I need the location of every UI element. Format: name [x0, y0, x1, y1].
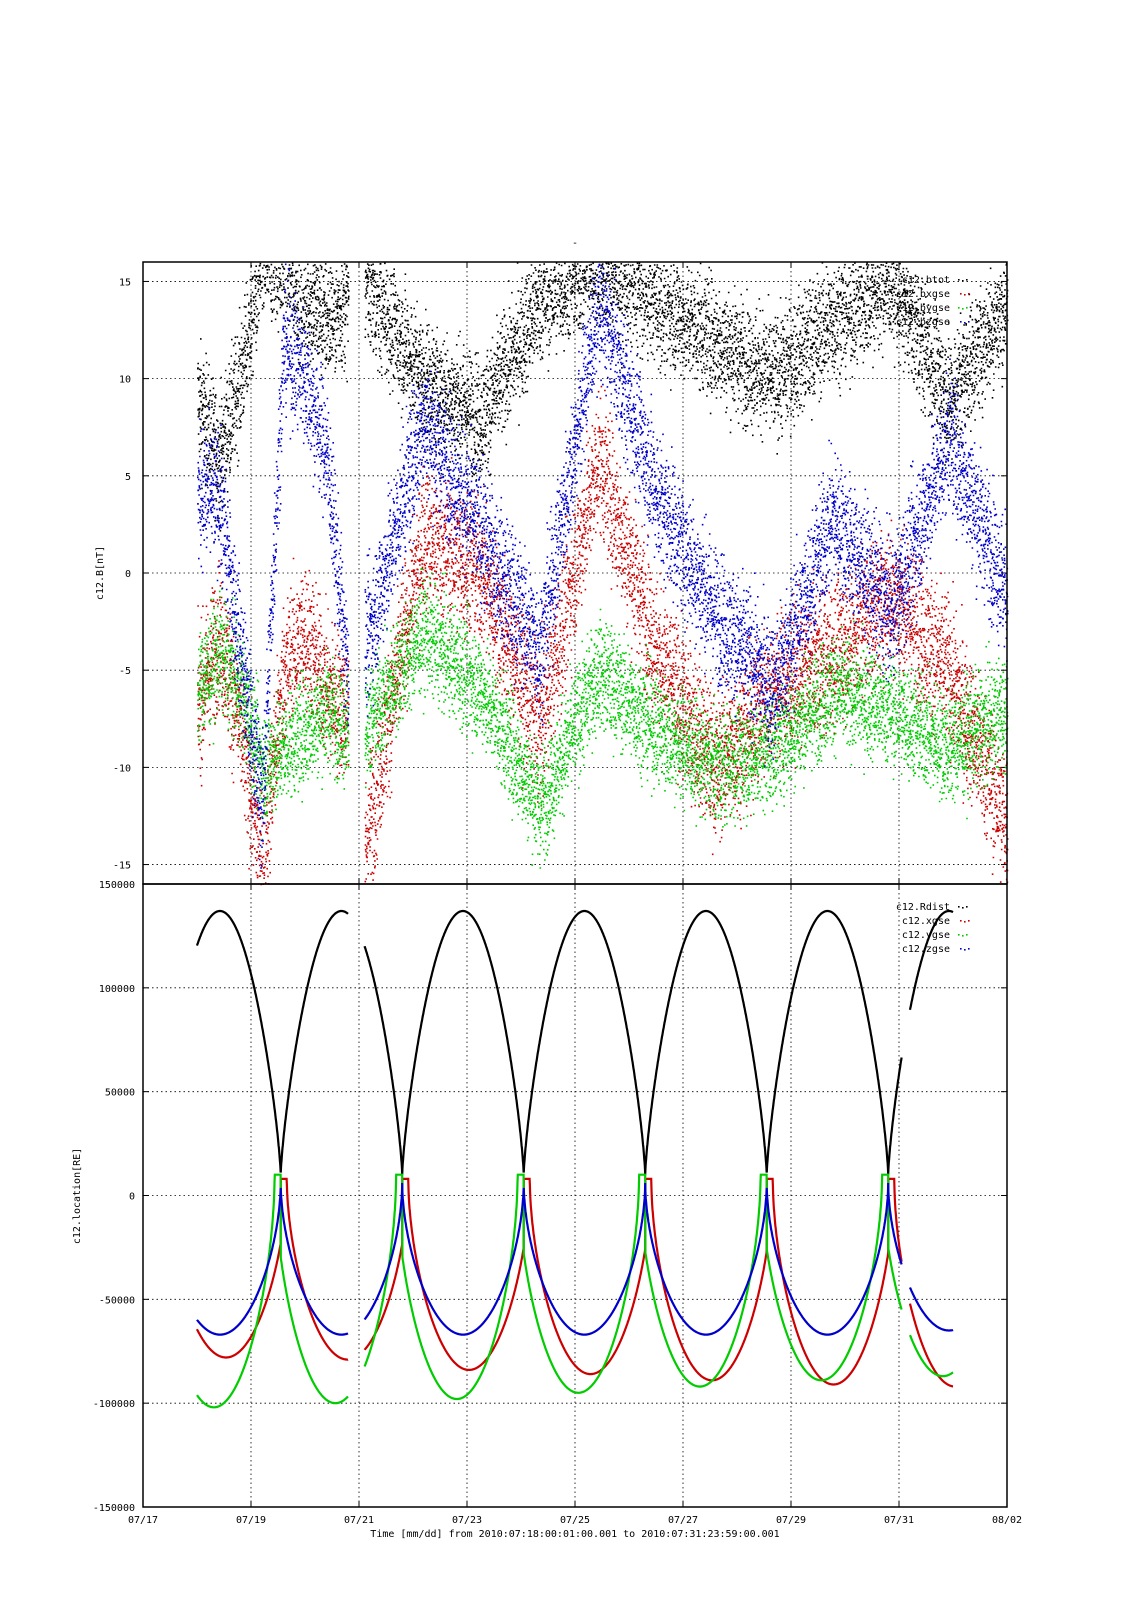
panel1-grid	[142, 262, 1008, 884]
legend-marker	[962, 935, 964, 937]
scatter-series-c12.bxgse	[364, 385, 1009, 884]
x-tick-label: 07/29	[776, 1515, 806, 1526]
legend-marker	[960, 948, 962, 950]
legend-label: c12.Rdist	[896, 902, 950, 913]
top-marker: -	[572, 238, 578, 249]
location-panel: 150000 100000 50000 0 -50000 -100000 -150000 c…	[72, 880, 1008, 1514]
x-tick-label: 07/27	[668, 1515, 698, 1526]
legend-marker	[964, 949, 966, 951]
legend-label: c12.bzgse	[896, 317, 950, 328]
panel1-legend: c12.btot c12.bxgse c12.bygse c12.bzgse	[896, 275, 970, 328]
legend-marker	[966, 934, 968, 936]
x-tick-label: 07/17	[128, 1515, 158, 1526]
legend-label: c12.zgse	[902, 944, 950, 955]
panel2-line-series	[195, 909, 954, 1409]
legend-label: c12.ygse	[902, 930, 950, 941]
legend-label: c12.btot	[902, 275, 950, 286]
x-tick-labels: 07/17 07/19 07/21 07/23 07/25 07/27 07/29 07/31…	[128, 1515, 1022, 1526]
line-series-c12.Rdist	[195, 909, 954, 1175]
y-tick-label: 50000	[105, 1088, 135, 1099]
panel2-y-tick-labels: 150000 100000 50000 0 -50000 -100000 -150000	[93, 880, 135, 1514]
line-series-c12.zgse	[196, 1182, 954, 1336]
legend-marker	[964, 294, 966, 296]
legend-marker	[968, 920, 970, 922]
legend-marker	[962, 907, 964, 909]
legend-marker	[958, 307, 960, 309]
y-tick-label: -10	[113, 763, 131, 774]
x-tick-label: 07/19	[236, 1515, 266, 1526]
legend-marker	[958, 906, 960, 908]
legend-marker	[960, 293, 962, 295]
x-axis-label: Time [mm/dd] from 2010:07:18:00:01:00.00…	[370, 1529, 779, 1540]
legend-label: c12.bxgse	[896, 289, 950, 300]
legend-label: c12.xgse	[902, 916, 950, 927]
y-tick-label: -150000	[93, 1503, 135, 1514]
legend-marker	[968, 948, 970, 950]
panel2-frame	[142, 883, 1008, 1508]
panel2-y-axis-label: c12.location[RE]	[72, 1148, 83, 1244]
panel2-legend: c12.Rdist c12.xgse c12.ygse c12.zgse	[896, 902, 970, 955]
x-tick-label: 07/21	[344, 1515, 374, 1526]
legend-marker	[968, 293, 970, 295]
scatter-series-c12.bygse	[197, 588, 350, 841]
legend-label: c12.bygse	[896, 303, 950, 314]
panel1-y-axis-label: c12.B[nT]	[95, 546, 106, 600]
legend-marker	[964, 322, 966, 324]
legend-marker	[962, 280, 964, 282]
y-tick-label: -100000	[93, 1399, 135, 1410]
y-tick-label: 15	[119, 277, 131, 288]
legend-marker	[958, 279, 960, 281]
y-tick-label: 5	[125, 472, 131, 483]
legend-marker	[960, 321, 962, 323]
scatter-series-c12.btot	[364, 262, 1009, 481]
line-series-c12.xgse	[195, 1177, 954, 1388]
legend-marker	[966, 906, 968, 908]
x-tick-label: 07/23	[452, 1515, 482, 1526]
y-tick-label: -5	[119, 666, 131, 677]
legend-marker	[958, 934, 960, 936]
panel1-y-tick-labels: 15 10 5 0 -5 -10 -15	[113, 277, 131, 871]
y-tick-label: 10	[119, 375, 131, 386]
legend-marker	[960, 920, 962, 922]
legend-marker	[968, 321, 970, 323]
line-series-c12.ygse	[196, 1173, 954, 1409]
x-tick-label: 07/31	[884, 1515, 914, 1526]
legend-marker	[964, 921, 966, 923]
y-tick-label: 150000	[99, 880, 135, 891]
panel1-scatter-series	[197, 262, 1009, 886]
y-tick-label: -50000	[99, 1295, 135, 1306]
legend-marker	[966, 307, 968, 309]
y-tick-label: -15	[113, 861, 131, 872]
y-tick-label: 0	[125, 569, 131, 580]
magnetic-field-panel: 15 10 5 0 -5 -10 -15 c12.B[nT] c12.btot c12.bxg…	[95, 261, 1009, 886]
y-tick-label: 100000	[99, 984, 135, 995]
x-tick-label: 07/25	[560, 1515, 590, 1526]
legend-marker	[962, 308, 964, 310]
y-tick-label: 0	[129, 1192, 135, 1203]
legend-marker	[966, 279, 968, 281]
scatter-series-c12.btot	[197, 262, 350, 532]
x-tick-label: 08/02	[992, 1515, 1022, 1526]
